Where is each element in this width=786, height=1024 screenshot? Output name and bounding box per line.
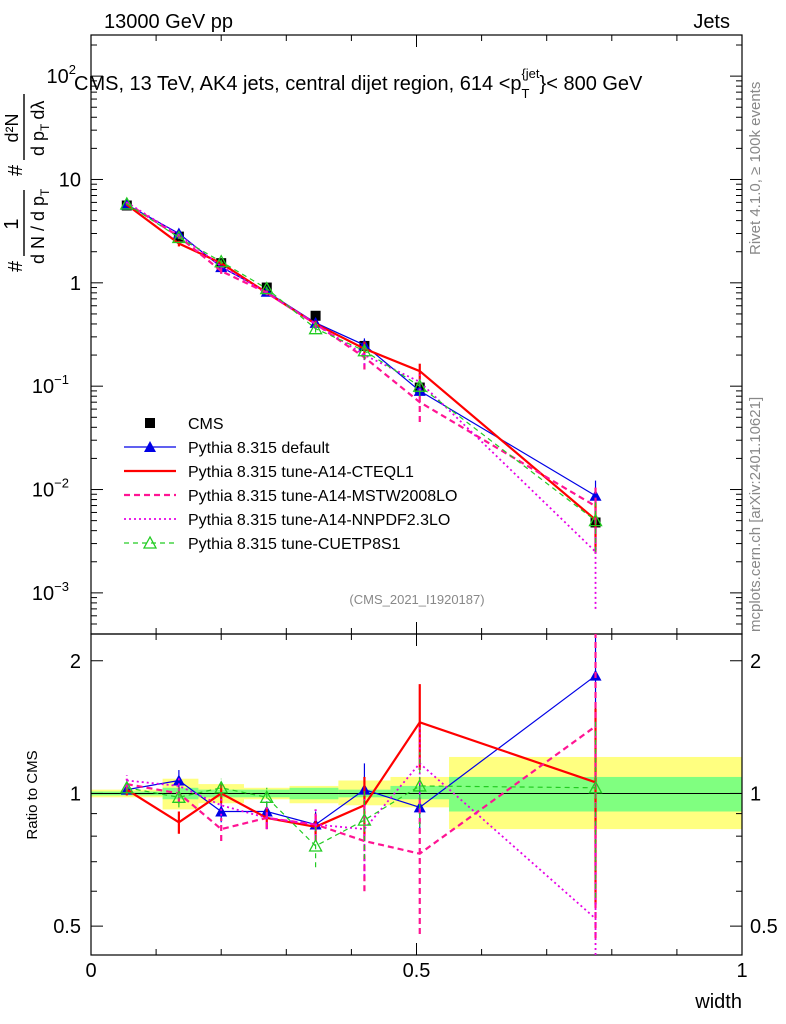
legend-label-cuetp8s1: Pythia 8.315 tune-CUETP8S1 xyxy=(188,536,401,553)
main-ytick-base: 10 xyxy=(32,480,54,502)
main-ytick-exp: −3 xyxy=(54,579,69,594)
series-line-nnpdf xyxy=(126,201,597,553)
main-ytick-base: 10 xyxy=(47,66,69,88)
main-ytick-base: 1 xyxy=(70,273,81,295)
ylabel-lambda: dλ xyxy=(28,101,48,120)
main-ytick-label: 10 xyxy=(59,169,81,191)
ylabel-num: d²N xyxy=(2,113,22,142)
ylabel-den2-sub: T xyxy=(38,123,52,131)
point-cuetp8s1 xyxy=(259,281,274,295)
ratio-panel: 2 21 10.5 0.50 0.5 1 xyxy=(53,633,778,982)
rivet-label: Rivet 4.1.0, ≥ 100k events xyxy=(747,82,764,255)
ylabel-den: d N / d pT xyxy=(28,188,52,264)
legend-label-cms: CMS xyxy=(188,416,224,433)
main-ytick-label: 10−1 xyxy=(32,372,69,398)
ratio-ytick-label-right: 0.5 xyxy=(750,916,778,938)
main-title: CMS, 13 TeV, AK4 jets, central dijet reg… xyxy=(74,66,643,101)
main-ytick-label: 10−3 xyxy=(32,579,69,605)
main-ylabel: # 1 d N / d pT # d²N d pTdλ xyxy=(1,94,52,272)
main-ytick-label: 1 xyxy=(70,273,81,295)
point-cuetp8s1 xyxy=(214,254,229,268)
legend-label-default: Pythia 8.315 default xyxy=(188,440,330,457)
ratio-ytick-label-left: 1 xyxy=(70,783,81,805)
ylabel-den-text: d N / d p xyxy=(28,196,48,264)
ratio-point-cuetp8s1 xyxy=(412,778,427,792)
legend-entry-mstw: Pythia 8.315 tune-A14-MSTW2008LO xyxy=(124,488,457,505)
main-ytick-base: 10 xyxy=(32,376,54,398)
ratio-line-mstw xyxy=(126,725,597,855)
legend-marker-cms xyxy=(145,418,155,428)
main-ytick-label: 102 xyxy=(47,62,76,88)
header-right: Jets xyxy=(693,11,730,33)
ylabel-one: 1 xyxy=(1,218,23,229)
legend-entry-cms: CMS xyxy=(145,416,224,433)
point-cms xyxy=(310,310,321,321)
ratio-point-cuetp8s1 xyxy=(308,838,323,852)
ratio-ytick-label-left: 0.5 xyxy=(53,916,81,938)
ratio-line-cteql1 xyxy=(126,720,596,828)
main-ytick-exp: −2 xyxy=(54,476,69,491)
ratio-ytick-label-left: 2 xyxy=(70,651,81,673)
ylabel-hash-1: # xyxy=(5,260,27,272)
main-ytick-exp: −1 xyxy=(54,372,69,387)
main-ytick-exp: 2 xyxy=(69,62,76,77)
main-ytick-base: 10 xyxy=(59,169,81,191)
ratio-point-cuetp8s1 xyxy=(171,789,186,803)
watermark: (CMS_2021_I1920187) xyxy=(349,592,484,607)
main-ytick-base: 10 xyxy=(32,583,54,605)
main-ytick-label: 10−2 xyxy=(32,476,69,502)
legend-label-mstw: Pythia 8.315 tune-A14-MSTW2008LO xyxy=(188,488,457,505)
point-cuetp8s1 xyxy=(357,343,372,357)
point-cuetp8s1 xyxy=(588,513,603,527)
legend-label-nnpdf: Pythia 8.315 tune-A14-NNPDF2.3LO xyxy=(188,512,450,529)
ratio-line-nnpdf xyxy=(126,762,597,920)
series-cuetp8s1 xyxy=(119,196,603,552)
ratio-xtick-label: 1 xyxy=(736,960,747,982)
legend-entry-cteql1: Pythia 8.315 tune-A14-CTEQL1 xyxy=(124,464,414,481)
ratio-point-default xyxy=(215,805,228,817)
legend-label-cteql1: Pythia 8.315 tune-A14-CTEQL1 xyxy=(188,464,414,481)
legend-entry-cuetp8s1: Pythia 8.315 tune-CUETP8S1 xyxy=(124,535,401,553)
ratio-ytick-label-right: 1 xyxy=(750,783,761,805)
ratio-line-default xyxy=(126,675,596,826)
mcplots-label: mcplots.cern.ch [arXiv:2401.10621] xyxy=(747,397,764,632)
point-default xyxy=(589,489,602,501)
point-cuetp8s1 xyxy=(119,196,134,210)
legend-entry-default: Pythia 8.315 default xyxy=(124,440,330,457)
ratio-xtick-label: 0 xyxy=(85,960,96,982)
ratio-ytick-label-right: 2 xyxy=(750,651,761,673)
ratio-xtick-label: 0.5 xyxy=(403,960,431,982)
ylabel-den-sub: T xyxy=(38,188,52,196)
ylabel-den2-text: d p xyxy=(28,131,48,156)
legend-marker-default xyxy=(144,441,156,452)
ratio-series-cuetp8s1 xyxy=(119,718,603,898)
ratio-ylabel: Ratio to CMS xyxy=(24,750,41,839)
ylabel-hash-2: # xyxy=(5,164,27,176)
legend-entry-nnpdf: Pythia 8.315 tune-A14-NNPDF2.3LO xyxy=(124,512,450,529)
title-sub: T xyxy=(522,86,530,101)
legend-marker-cuetp8s1 xyxy=(142,535,158,549)
title-prefix: CMS, 13 TeV, AK4 jets, central dijet reg… xyxy=(74,73,522,95)
series-line-cuetp8s1 xyxy=(126,203,596,522)
title-suffix: }< 800 GeV xyxy=(540,73,644,95)
title-sup: {jet xyxy=(521,66,539,81)
xlabel: width xyxy=(694,991,742,1013)
ratio-point-cuetp8s1 xyxy=(357,812,372,826)
point-cuetp8s1 xyxy=(412,378,427,392)
ratio-point-cuetp8s1 xyxy=(588,780,603,794)
ratio-point-cuetp8s1 xyxy=(259,789,274,803)
ylabel-den2: d pTdλ xyxy=(28,101,52,156)
ratio-point-cuetp8s1 xyxy=(119,780,134,794)
point-cuetp8s1 xyxy=(308,321,323,335)
point-cuetp8s1 xyxy=(171,230,186,244)
ratio-point-cuetp8s1 xyxy=(214,780,229,794)
header-left: 13000 GeV pp xyxy=(104,11,233,33)
